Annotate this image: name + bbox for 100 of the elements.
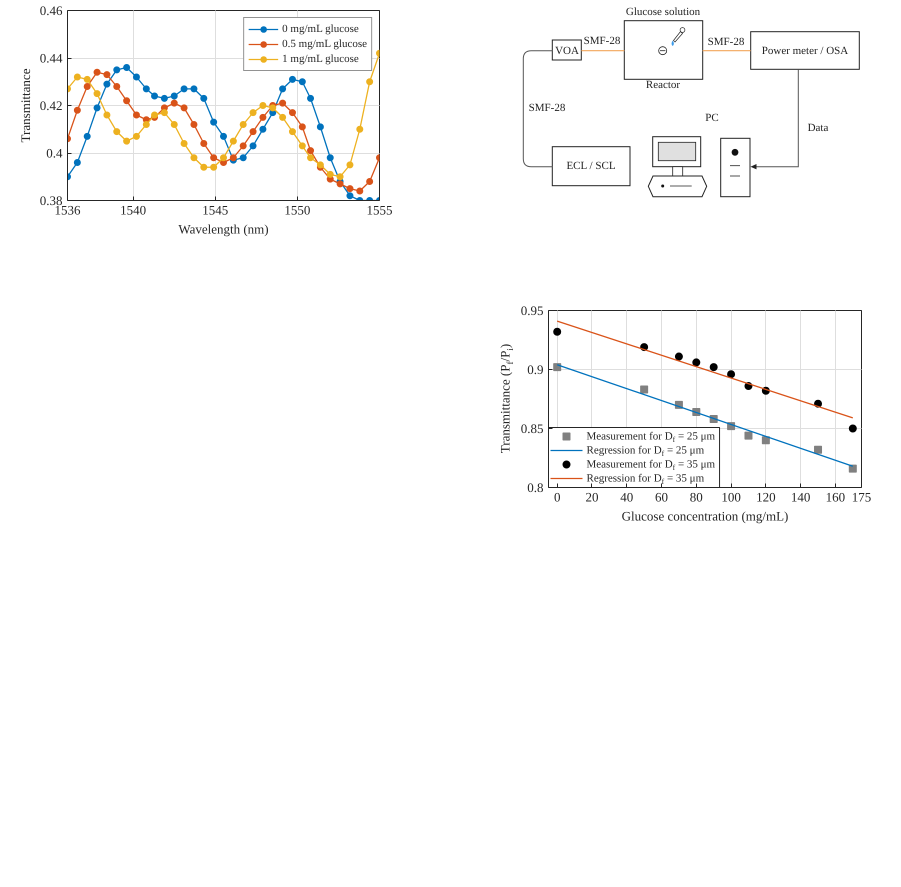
x-tick-label: 0	[554, 490, 560, 504]
x-axis-title: Wavelength (nm)	[178, 222, 269, 236]
x-tick-label: 175	[852, 490, 872, 504]
point	[190, 154, 198, 162]
point	[200, 140, 208, 147]
point	[132, 132, 140, 140]
x-tick-label: 120	[756, 490, 776, 504]
point	[113, 83, 120, 90]
point	[142, 85, 150, 92]
point	[74, 106, 81, 114]
point	[160, 94, 168, 102]
point	[94, 104, 101, 112]
point	[250, 128, 257, 136]
point	[220, 154, 227, 162]
legend-label: 1 mg/mL glucose	[282, 52, 359, 66]
point	[240, 121, 247, 128]
point	[848, 464, 857, 473]
point	[123, 64, 130, 71]
point	[74, 74, 81, 80]
text: SMF-28	[584, 35, 621, 47]
point	[298, 78, 306, 86]
x-tick-label: 20	[585, 490, 598, 504]
point	[259, 114, 266, 121]
point	[132, 74, 140, 80]
x-tick-label: 40	[620, 490, 634, 504]
point	[210, 164, 218, 171]
point	[744, 432, 752, 440]
point	[298, 123, 306, 130]
y-tick-label: 0.4	[46, 146, 63, 160]
x-tick-label: 1545	[202, 202, 228, 218]
text: SMF-28	[708, 36, 745, 48]
point	[250, 142, 257, 150]
point	[103, 71, 110, 78]
point	[142, 121, 150, 128]
text: SMF-28	[528, 102, 566, 114]
point	[279, 100, 286, 107]
point	[200, 164, 208, 171]
x-axis-title: Glucose concentration (mg/mL)	[622, 508, 788, 524]
point	[84, 76, 91, 83]
point	[250, 109, 257, 116]
point	[307, 147, 314, 154]
text: Data	[808, 122, 828, 134]
point	[356, 126, 364, 133]
legend-label: 0.5 mg/mL glucose	[282, 37, 367, 51]
point	[288, 109, 296, 116]
point	[553, 363, 562, 372]
x-tick-label: 100	[721, 490, 741, 504]
point	[170, 92, 178, 100]
x-tick-label: 80	[690, 490, 703, 504]
point	[307, 94, 314, 102]
point	[259, 126, 266, 133]
x-tick-label: 1555	[366, 202, 392, 218]
point	[366, 178, 374, 185]
point	[113, 66, 120, 74]
point	[190, 121, 198, 128]
point	[710, 363, 718, 372]
point	[288, 128, 296, 136]
point	[692, 358, 700, 366]
x-tick-label: 140	[790, 490, 810, 504]
point	[346, 185, 354, 192]
point	[307, 154, 314, 162]
point	[160, 109, 168, 116]
text: ECL / SCL	[566, 160, 616, 172]
point	[210, 118, 218, 126]
text: Glucose solution	[626, 6, 701, 18]
point	[346, 161, 354, 168]
point	[190, 85, 198, 92]
point	[316, 123, 324, 130]
point	[674, 352, 683, 361]
x-tick-label: 1540	[120, 202, 146, 218]
y-tick-label: 0.42	[40, 98, 62, 113]
point	[259, 102, 266, 109]
x-tick-label: 160	[826, 490, 846, 504]
y-tick-label: 0.95	[520, 303, 544, 318]
text: Reactor	[646, 79, 680, 91]
point	[326, 170, 334, 178]
point	[279, 85, 286, 92]
text: PC	[705, 112, 719, 124]
point	[200, 94, 208, 102]
y-tick-label: 0.44	[40, 50, 63, 66]
point	[151, 92, 158, 100]
point	[84, 132, 91, 140]
point	[553, 328, 562, 336]
point	[336, 173, 344, 180]
point	[279, 114, 286, 121]
point	[170, 100, 178, 107]
x-tick-label: 1550	[284, 202, 310, 218]
point	[113, 128, 120, 136]
point	[640, 386, 648, 394]
y-axis-title: Transmittance	[18, 68, 33, 142]
point	[316, 161, 324, 168]
point	[230, 154, 237, 162]
point	[269, 104, 276, 112]
point	[103, 112, 110, 118]
point	[346, 192, 354, 200]
point	[814, 446, 822, 454]
point	[356, 188, 364, 194]
point	[288, 76, 296, 83]
point	[180, 104, 188, 112]
y-tick-label: 0.85	[520, 421, 544, 436]
